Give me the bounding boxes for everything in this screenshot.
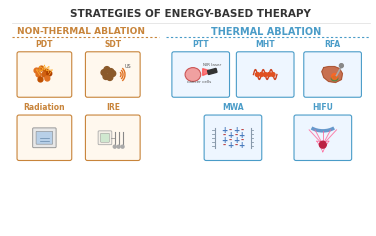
Text: MHT: MHT [255, 40, 275, 49]
Text: -: - [229, 136, 232, 145]
Text: RFA: RFA [324, 40, 341, 49]
Text: SDT: SDT [104, 40, 121, 49]
FancyBboxPatch shape [85, 52, 140, 97]
FancyBboxPatch shape [17, 115, 72, 160]
Text: MWA: MWA [222, 103, 244, 112]
Circle shape [108, 69, 114, 75]
Circle shape [259, 72, 263, 76]
Text: US: US [124, 63, 131, 69]
FancyBboxPatch shape [237, 52, 294, 97]
Circle shape [255, 72, 259, 76]
Circle shape [110, 71, 116, 76]
Circle shape [117, 145, 120, 148]
Polygon shape [322, 67, 343, 82]
Circle shape [36, 72, 41, 77]
Circle shape [340, 64, 343, 67]
FancyBboxPatch shape [172, 52, 229, 97]
Text: cancer cells: cancer cells [187, 80, 211, 84]
Circle shape [104, 67, 110, 72]
Text: +: + [239, 131, 245, 140]
FancyBboxPatch shape [304, 52, 361, 97]
Text: +: + [239, 141, 245, 150]
Circle shape [107, 75, 113, 80]
Circle shape [113, 145, 116, 148]
FancyBboxPatch shape [36, 131, 53, 144]
Circle shape [271, 72, 275, 76]
Circle shape [47, 71, 52, 76]
Circle shape [44, 69, 49, 74]
Bar [208, 68, 217, 75]
Text: PTT: PTT [193, 40, 209, 49]
Circle shape [101, 70, 107, 76]
Ellipse shape [185, 67, 201, 81]
Text: +: + [233, 126, 239, 135]
Text: -: - [234, 131, 237, 140]
Text: NIR laser: NIR laser [203, 63, 221, 67]
Text: +: + [221, 126, 227, 135]
Circle shape [34, 68, 39, 73]
Circle shape [332, 74, 338, 80]
Text: +: + [221, 136, 227, 145]
Text: +: + [227, 141, 233, 150]
Text: +: + [233, 136, 239, 145]
Text: STRATEGIES OF ENERGY-BASED THERAPY: STRATEGIES OF ENERGY-BASED THERAPY [71, 9, 311, 19]
FancyBboxPatch shape [100, 133, 109, 142]
Text: -: - [240, 136, 243, 145]
Text: Radiation: Radiation [24, 103, 65, 112]
Circle shape [45, 76, 50, 81]
Text: -: - [240, 126, 243, 135]
Circle shape [103, 74, 109, 80]
FancyBboxPatch shape [17, 52, 72, 97]
Text: -: - [234, 141, 237, 150]
Circle shape [267, 72, 271, 76]
Text: PDT: PDT [36, 40, 53, 49]
Text: -: - [223, 141, 226, 150]
Polygon shape [203, 69, 212, 76]
FancyBboxPatch shape [85, 115, 140, 160]
Ellipse shape [331, 76, 338, 81]
FancyBboxPatch shape [98, 131, 112, 145]
Text: IRE: IRE [106, 103, 120, 112]
FancyBboxPatch shape [204, 115, 262, 160]
Circle shape [38, 77, 43, 82]
Text: HIFU: HIFU [312, 103, 333, 112]
FancyBboxPatch shape [33, 128, 56, 148]
Text: THERMAL ABLATION: THERMAL ABLATION [211, 27, 321, 37]
Text: -: - [223, 131, 226, 140]
Circle shape [263, 72, 267, 76]
Circle shape [39, 66, 44, 71]
Text: +: + [227, 131, 233, 140]
Circle shape [319, 141, 326, 148]
FancyBboxPatch shape [294, 115, 352, 160]
Text: -: - [229, 126, 232, 135]
Circle shape [121, 145, 124, 148]
Text: NON-THERMAL ABLATION: NON-THERMAL ABLATION [17, 27, 144, 36]
Circle shape [42, 72, 47, 77]
